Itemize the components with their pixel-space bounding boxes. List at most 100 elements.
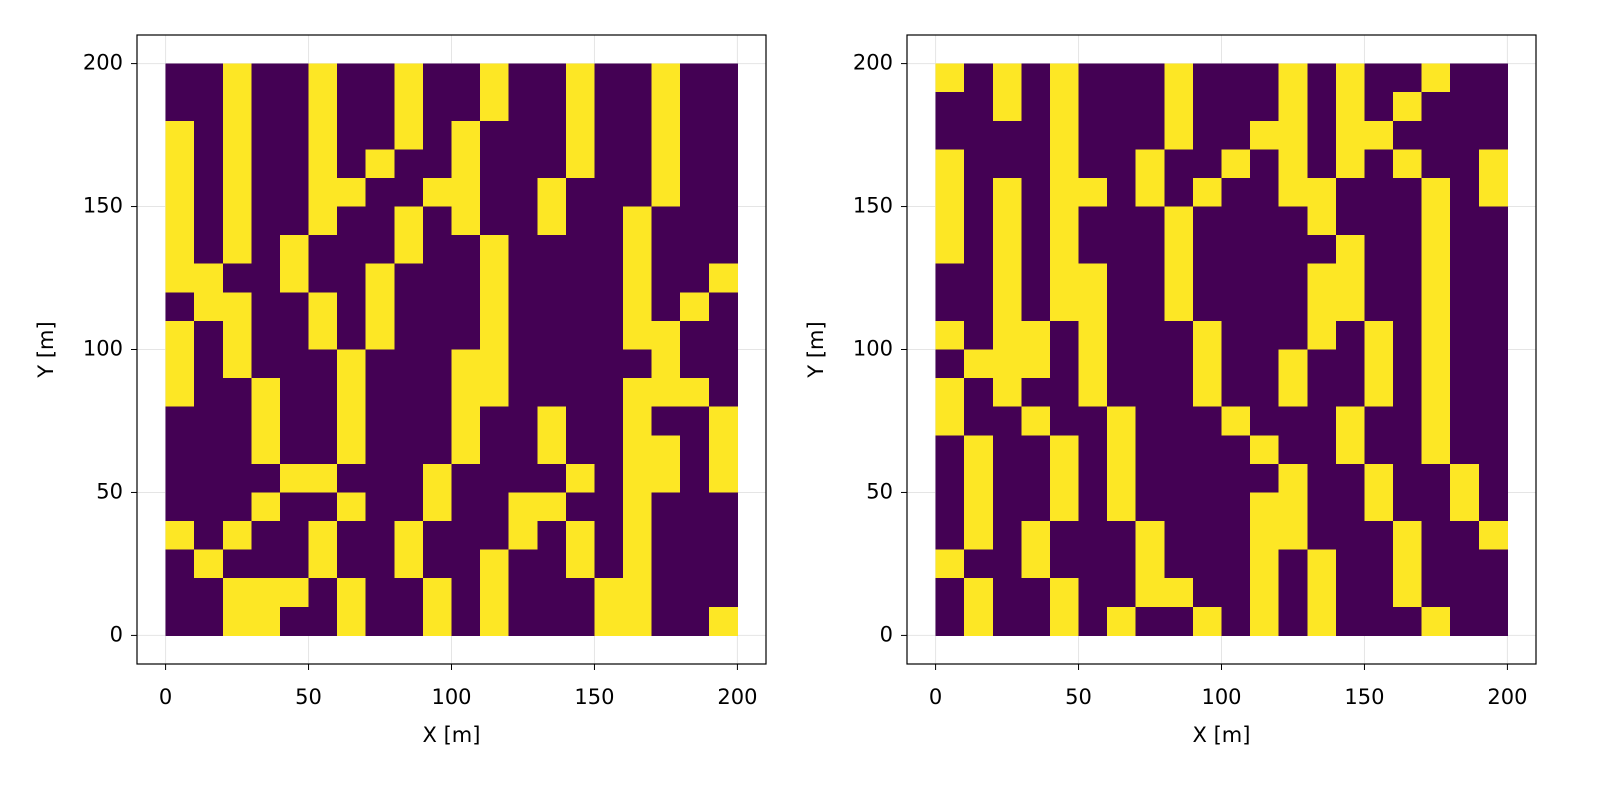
heatmap-cell [365, 492, 395, 522]
heatmap-cell [565, 606, 595, 636]
heatmap-cell [623, 606, 653, 636]
heatmap-cell [680, 63, 710, 93]
heatmap-cell [1478, 406, 1508, 436]
heatmap-cell [1307, 606, 1337, 636]
heatmap-cell [964, 406, 994, 436]
heatmap-cell [1164, 378, 1194, 408]
heatmap-cell [480, 378, 510, 408]
heatmap-cell [1164, 320, 1194, 350]
heatmap-cell [365, 206, 395, 236]
heatmap-cell [1135, 120, 1165, 150]
heatmap-cell [394, 149, 424, 179]
heatmap-cell [451, 463, 481, 493]
heatmap-cell [992, 521, 1022, 551]
x-axis-label: X [m] [1193, 723, 1251, 747]
heatmap-cell [394, 120, 424, 150]
heatmap-cell [165, 492, 195, 522]
heatmap-cell [537, 235, 567, 265]
heatmap-cell [422, 292, 452, 322]
heatmap-cell [1278, 120, 1308, 150]
heatmap-cell [992, 63, 1022, 93]
heatmap-cell [1021, 606, 1051, 636]
heatmap-cell [308, 177, 338, 208]
heatmap-cell [279, 120, 310, 150]
heatmap-cell [1478, 263, 1508, 293]
heatmap-cell [1478, 235, 1508, 265]
heatmap-cell [1393, 606, 1423, 636]
heatmap-cell [165, 63, 195, 93]
heatmap-cell [1335, 435, 1365, 465]
heatmap-cell [1364, 578, 1394, 608]
heatmap-cell [1450, 120, 1480, 150]
heatmap-cell [1221, 463, 1251, 493]
heatmap-cell [222, 349, 252, 379]
heatmap-cell [222, 492, 252, 522]
y-tick-label: 100 [853, 337, 893, 361]
heatmap-cell [680, 463, 710, 493]
heatmap-cell [680, 206, 710, 236]
heatmap-cell [708, 378, 738, 408]
heatmap-cell [935, 149, 965, 179]
heatmap-cell [1078, 406, 1108, 436]
heatmap-cell [1192, 435, 1222, 465]
heatmap-cell [1135, 206, 1165, 236]
heatmap-cell [594, 177, 624, 208]
heatmap-cell [508, 206, 538, 236]
heatmap-cell [365, 120, 395, 150]
heatmap-cell [1450, 149, 1480, 179]
heatmap-cell [422, 63, 452, 93]
heatmap-cell [1192, 549, 1222, 579]
heatmap-cell [1278, 578, 1308, 608]
heatmap-cell [565, 406, 595, 436]
heatmap-cell [935, 463, 965, 493]
heatmap-cell [194, 177, 224, 208]
heatmap-cell [935, 406, 965, 436]
heatmap-cell [1164, 177, 1194, 208]
heatmap-cell [222, 263, 252, 293]
heatmap-cell [594, 521, 624, 551]
heatmap-cell [451, 606, 481, 636]
heatmap-cell [594, 492, 624, 522]
heatmap-cell [1393, 406, 1423, 436]
heatmap-cell [1307, 292, 1337, 322]
heatmap-cell [651, 492, 681, 522]
heatmap-cell [480, 320, 510, 350]
heatmap-cell [394, 521, 424, 551]
heatmap-cell [422, 463, 452, 493]
heatmap-cell [308, 406, 338, 436]
heatmap-cell [1049, 206, 1080, 236]
heatmap-cell [1421, 406, 1451, 436]
heatmap-cell [194, 549, 224, 579]
heatmap-cell [1107, 63, 1137, 93]
heatmap-cell [222, 92, 252, 122]
heatmap-cell [165, 177, 195, 208]
heatmap-cell [308, 549, 338, 579]
heatmap-cell [1250, 120, 1280, 150]
heatmap-cell [194, 235, 224, 265]
heatmap-cell [251, 549, 281, 579]
heatmap-cell [1478, 492, 1508, 522]
heatmap-cell [422, 177, 452, 208]
y-tick-label: 0 [110, 622, 123, 646]
heatmap-cell [222, 406, 252, 436]
heatmap-cell [222, 177, 252, 208]
heatmap-cell [1307, 492, 1337, 522]
heatmap-cell [1221, 492, 1251, 522]
heatmap-cell [508, 492, 538, 522]
heatmap-cell [651, 521, 681, 551]
heatmap-cell [308, 521, 338, 551]
heatmap-cell [623, 549, 653, 579]
heatmap-cell [1164, 92, 1194, 122]
heatmap-cell [992, 92, 1022, 122]
heatmap-cell [451, 177, 481, 208]
heatmap-cell [1192, 63, 1222, 93]
heatmap-cell [165, 263, 195, 293]
heatmap-cell [337, 578, 367, 608]
heatmap-cell [1393, 378, 1423, 408]
heatmap-cell [508, 549, 538, 579]
heatmap-cell [1250, 92, 1280, 122]
heatmap-cell [565, 349, 595, 379]
heatmap-cell [1478, 177, 1508, 208]
heatmap-cell [1049, 235, 1080, 265]
heatmap-cell [165, 235, 195, 265]
